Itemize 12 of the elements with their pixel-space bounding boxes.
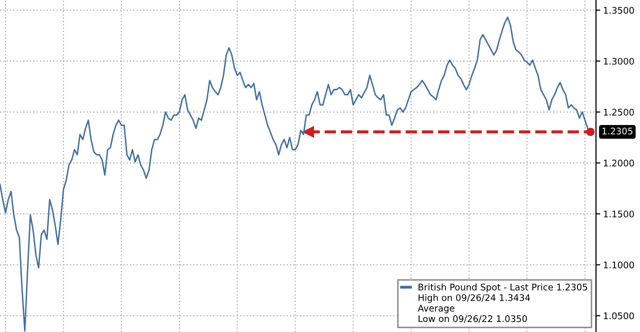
- annotation: High on 09/26/24 1.3434: [418, 294, 530, 303]
- y-tick-label: 1.3500: [604, 6, 634, 14]
- y-tick-label: 1.0500: [604, 312, 634, 320]
- y-tick-label: 1.2000: [604, 160, 634, 167]
- annotation: Low on 09/26/22 1.0350: [418, 315, 527, 323]
- y-tick-label: 1.2500: [604, 108, 634, 116]
- y-tick-label: 1.3000: [604, 58, 634, 65]
- y-tick-label: 1.1500: [604, 210, 634, 218]
- annotation: Average: [418, 304, 454, 314]
- legend-label: British Pound Spot - Last Price 1.2305: [418, 284, 588, 292]
- y-tick-label: 1.1000: [604, 262, 634, 268]
- ref-line-label: 1.2305: [602, 128, 632, 135]
